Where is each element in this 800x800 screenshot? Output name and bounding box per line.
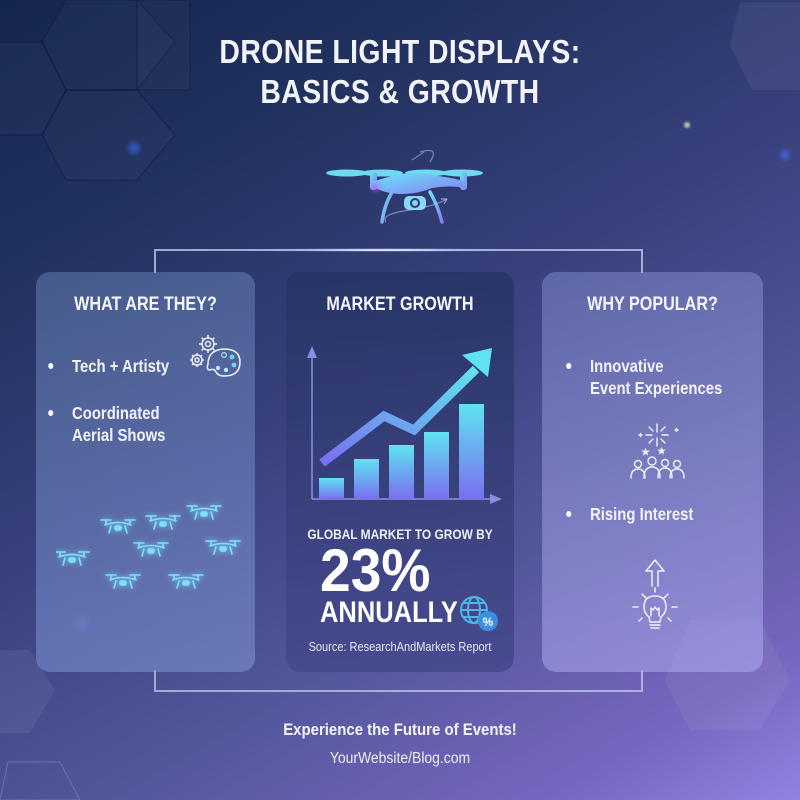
panel-title: MARKET GROWTH <box>326 294 474 315</box>
bullet-tech-artistry: Tech + Artisty <box>48 355 169 377</box>
growth-rate-suffix: ANNUALLY <box>320 596 458 629</box>
gears-palette-icon <box>190 335 241 377</box>
fireworks-crowd-icon <box>630 423 685 479</box>
bullet-dot <box>566 511 572 517</box>
title-line-2: BASICS & GROWTH <box>260 73 540 110</box>
bokeh-light <box>684 122 690 128</box>
connector-bracket-top <box>154 248 643 273</box>
bullet-dot <box>48 410 54 416</box>
lightbulb-arrow-up-icon <box>632 559 678 629</box>
bullet-dot <box>566 363 572 369</box>
bokeh-light <box>780 150 790 160</box>
bokeh-light <box>128 142 140 154</box>
title-line-1: DRONE LIGHT DISPLAYS: <box>219 33 581 70</box>
bullet-innovative-event-experiences: Innovative Event Experiences <box>566 355 722 399</box>
globe-percent-icon: % <box>460 596 498 631</box>
panel-title: WHAT ARE THEY? <box>74 294 217 315</box>
growth-bar-chart-icon <box>307 346 502 504</box>
bullet-dot <box>48 363 54 369</box>
panel-title: WHY POPULAR? <box>587 294 718 315</box>
panel-why-popular: WHY POPULAR? Innovative Event Experience… <box>542 272 763 672</box>
footer-tagline: Experience the Future of Events! <box>283 720 517 739</box>
page-title: DRONE LIGHT DISPLAYS: BASICS & GROWTH <box>56 32 744 112</box>
drone-swarm-icon <box>56 505 241 589</box>
svg-text:%: % <box>483 615 494 629</box>
connector-bracket-bottom <box>154 670 643 692</box>
bullet-coordinated-aerial-shows: Coordinated Aerial Shows <box>48 402 165 446</box>
footer-website-link[interactable]: YourWebsite/Blog.com <box>329 750 471 767</box>
market-kicker-text: GLOBAL MARKET TO GROW BY <box>307 526 493 542</box>
panel-what-are-they: WHAT ARE THEY? Tech + Artisty Coordinate… <box>36 272 255 672</box>
growth-rate-value: 23% <box>320 537 431 604</box>
bullet-rising-interest: Rising Interest <box>566 503 693 525</box>
source-citation: Source: ResearchAndMarkets Report <box>308 640 492 654</box>
panel-market-growth: MARKET GROWTH GLOBAL MARKET TO GROW BY 2… <box>286 272 514 672</box>
drone-icon <box>326 150 483 224</box>
